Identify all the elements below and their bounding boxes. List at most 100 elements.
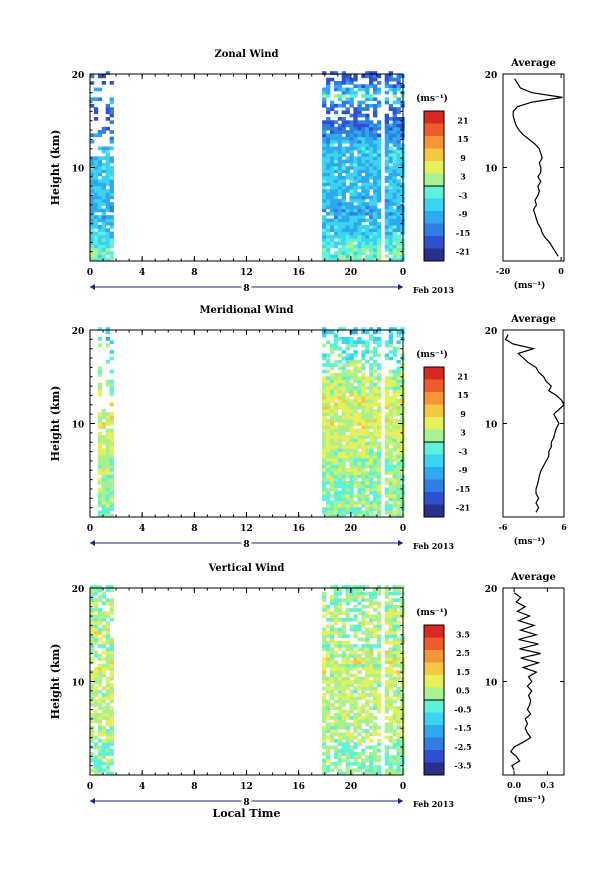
heatmap-cell (341, 208, 346, 213)
heatmap-cell (105, 431, 110, 436)
heatmap-cell (322, 765, 327, 769)
heatmap-cell (330, 627, 335, 632)
heatmap-cell (337, 634, 343, 638)
heatmap-cell (105, 71, 110, 75)
heatmap-cell (392, 425, 397, 430)
heatmap-cell (396, 87, 401, 92)
heatmap-cell (361, 752, 366, 756)
heatmap-cell (105, 162, 110, 167)
heatmap-cell (109, 192, 114, 196)
heatmap-cell (369, 768, 374, 773)
heatmap-cell (392, 422, 397, 426)
heatmap-cell (345, 107, 350, 111)
heatmap-cell (396, 458, 401, 462)
heatmap-cell (90, 202, 95, 206)
heatmap-cell (322, 215, 327, 219)
heatmap-cell (349, 461, 354, 466)
heatmap-cell (97, 195, 103, 200)
heatmap-cell (109, 494, 114, 498)
heatmap-cell (373, 146, 378, 151)
heatmap-cell (349, 77, 354, 82)
heatmap-cell (396, 149, 401, 154)
heatmap-cell (353, 343, 358, 348)
heatmap-cell (101, 507, 106, 511)
colorbar-swatch (424, 467, 444, 480)
heatmap-cell (337, 467, 343, 472)
heatmap-cell (353, 244, 358, 249)
heatmap-cell (345, 611, 350, 616)
heatmap-cell (384, 451, 389, 456)
heatmap-cell (333, 451, 339, 456)
heatmap-cell (353, 386, 358, 390)
heatmap-cell (333, 221, 339, 226)
heatmap-cell (349, 428, 354, 433)
heatmap-cell (361, 202, 366, 206)
heatmap-cell (365, 474, 370, 479)
heatmap-cell (384, 84, 389, 88)
y-tick-label: 10 (72, 165, 85, 175)
heatmap-cell (376, 179, 382, 183)
heatmap-cell (97, 703, 103, 707)
heatmap-cell (326, 487, 331, 492)
heatmap-cell (361, 412, 366, 416)
heatmap-cell (101, 208, 106, 213)
heatmap-cell (330, 624, 335, 629)
heatmap-cell (101, 175, 106, 180)
heatmap-cell (345, 660, 350, 665)
heatmap-cell (353, 133, 358, 138)
heatmap-cell (392, 428, 397, 433)
heatmap-cell (353, 350, 358, 354)
heatmap-cell (322, 696, 327, 701)
heatmap-cell (105, 182, 110, 187)
heatmap-cell (357, 139, 362, 144)
heatmap-cell (337, 379, 343, 384)
heatmap-cell (365, 611, 370, 616)
heatmap-cell (326, 709, 331, 714)
heatmap-cell (330, 103, 335, 108)
heatmap-cell (373, 392, 378, 397)
heatmap-cell (361, 663, 366, 668)
heatmap-cell (349, 337, 354, 341)
heatmap-cell (388, 117, 393, 121)
heatmap-cell (326, 405, 331, 410)
heatmap-cell (337, 146, 343, 151)
heatmap-cell (101, 732, 106, 737)
heatmap-cell (90, 719, 95, 724)
heatmap-cell (105, 238, 110, 242)
heatmap-cell (341, 185, 346, 190)
heatmap-cell (392, 719, 397, 724)
heatmap-cell (388, 490, 393, 495)
heatmap-cell (396, 451, 401, 456)
heatmap-cell (341, 90, 346, 95)
heatmap-cell (392, 768, 397, 773)
heatmap-cell (349, 251, 354, 255)
heatmap-cell (369, 683, 374, 688)
heatmap-cell (365, 435, 370, 439)
colorbar-tick-label: -0.5 (454, 704, 471, 714)
heatmap-cell (357, 107, 362, 111)
heatmap-cell (365, 680, 370, 684)
heatmap-cell (392, 445, 397, 449)
heatmap-cell (353, 392, 358, 397)
heatmap-cell (365, 644, 370, 648)
heatmap-cell (384, 752, 389, 756)
heatmap-cell (353, 402, 358, 407)
heatmap-cell (90, 768, 95, 773)
heatmap-cell (373, 218, 378, 223)
heatmap-cell (345, 673, 350, 678)
heatmap-cell (330, 768, 335, 773)
heatmap-cell (345, 683, 350, 688)
heatmap-cell (90, 185, 95, 190)
heatmap-cell (396, 765, 401, 769)
heatmap-cell (376, 624, 382, 629)
heatmap-cell (365, 113, 370, 118)
heatmap-cell (388, 350, 393, 354)
heatmap-cell (90, 198, 95, 203)
heatmap-cell (365, 376, 370, 380)
heatmap-cell (341, 467, 346, 472)
heatmap-cell (384, 353, 389, 358)
heatmap-cell (353, 627, 358, 632)
heatmap-cell (357, 369, 362, 374)
heatmap-cell (322, 195, 327, 200)
